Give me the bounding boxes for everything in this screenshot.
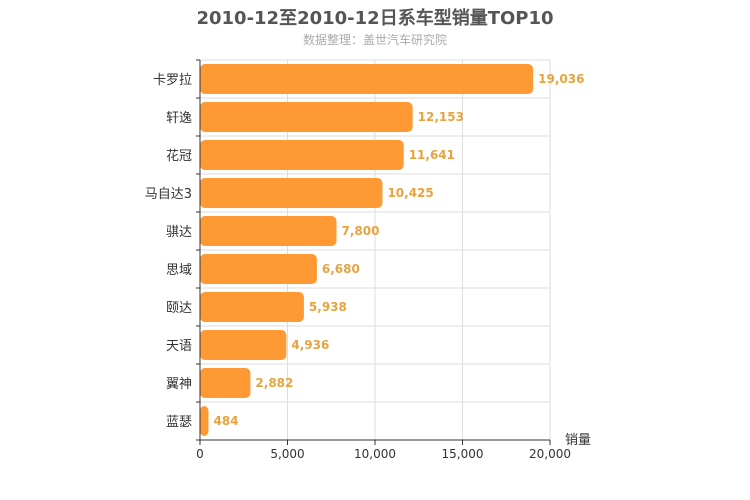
bar <box>200 102 413 132</box>
data-label: 7,800 <box>342 224 380 238</box>
y-tick-label: 翼神 <box>166 377 192 392</box>
y-tick-label: 天语 <box>166 339 192 354</box>
chart-subtitle: 数据整理：盖世汽车研究院 <box>302 33 447 47</box>
y-tick-label: 思域 <box>166 263 192 278</box>
y-tick-label: 卡罗拉 <box>153 73 192 88</box>
bar <box>200 406 209 436</box>
y-tick-label: 马自达3 <box>145 187 192 202</box>
bar <box>200 292 304 322</box>
data-label: 11,641 <box>409 148 455 162</box>
y-tick-label: 轩逸 <box>166 111 192 126</box>
x-tick-label: 15,000 <box>442 447 484 461</box>
data-label: 5,938 <box>309 300 347 314</box>
bar <box>200 216 337 246</box>
bar <box>200 254 317 284</box>
bar <box>200 64 534 94</box>
x-tick-label: 5,000 <box>270 447 304 461</box>
data-label: 12,153 <box>418 110 464 124</box>
x-tick-label: 20,000 <box>529 447 571 461</box>
bars: 19,036 12,153 11,641 10,425 7,800 6,680 5,938 4… <box>200 64 584 436</box>
x-tick-label: 10,000 <box>354 447 396 461</box>
data-label: 6,680 <box>322 262 360 276</box>
x-tick-label: 0 <box>196 447 204 461</box>
bar <box>200 330 287 360</box>
data-label: 19,036 <box>538 72 584 86</box>
y-tick-label: 蓝瑟 <box>166 415 192 430</box>
bar <box>200 368 251 398</box>
bar <box>200 178 383 208</box>
y-tick-label: 骐达 <box>166 225 192 240</box>
data-label: 2,882 <box>255 376 293 390</box>
bar <box>200 140 404 170</box>
x-axis-title: 销量 <box>565 433 591 448</box>
data-label: 10,425 <box>387 186 433 200</box>
y-tick-label: 花冠 <box>166 148 192 164</box>
data-label: 484 <box>213 414 238 428</box>
chart-title: 2010-12至2010-12日系车型销量TOP10 <box>196 8 554 29</box>
data-label: 4,936 <box>291 338 329 352</box>
y-tick-label: 颐达 <box>166 301 192 316</box>
